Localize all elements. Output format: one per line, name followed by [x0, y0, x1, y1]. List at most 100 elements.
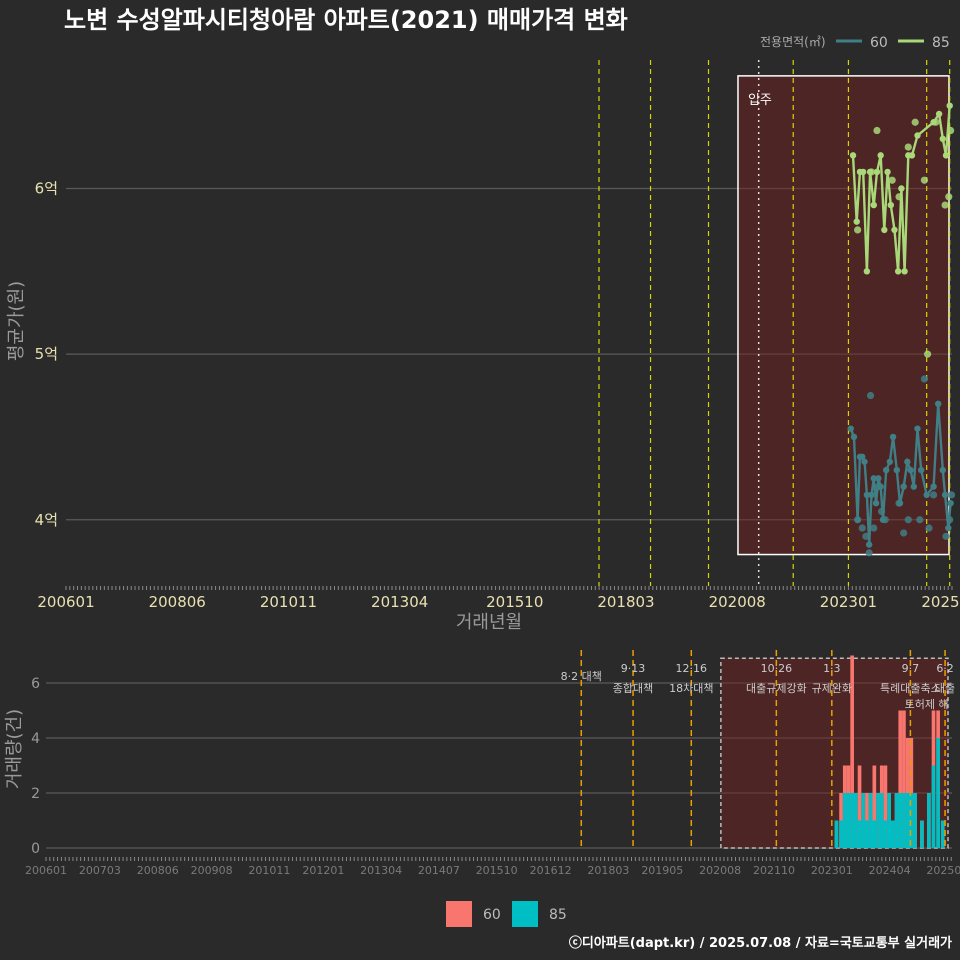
line-point-60 — [945, 524, 952, 532]
x-tick-label: 202008 — [709, 593, 766, 611]
bar-85 — [931, 765, 936, 848]
scatter-point-60 — [942, 532, 950, 540]
scatter-point-85 — [873, 126, 881, 135]
line-point-60 — [886, 458, 894, 465]
bar-60 — [898, 710, 903, 848]
bar-85 — [940, 820, 945, 848]
scatter-point-60 — [947, 491, 956, 499]
x-tick-label: 201304 — [360, 864, 402, 877]
policy-label-line1: 9·13 — [621, 662, 646, 675]
policy-label-line1: 9·7 — [902, 662, 920, 675]
scatter-point-60 — [916, 516, 924, 524]
legend-bottom-swatch-60 — [446, 901, 472, 927]
bar-60 — [883, 765, 888, 848]
line-point-60 — [923, 491, 930, 499]
scatter-point-85 — [920, 176, 928, 184]
line-point-60 — [850, 433, 858, 441]
line-point-60 — [877, 483, 884, 490]
line-point-60 — [870, 475, 877, 482]
x-tick-label: 201612 — [530, 864, 572, 877]
bar-85 — [842, 793, 847, 848]
legend-bottom-swatch-85 — [512, 901, 538, 927]
x-tick-label: 201201 — [302, 864, 344, 877]
policy-label-line2: 대출 — [935, 682, 955, 695]
line-point-60 — [879, 516, 887, 523]
line-point-60 — [859, 453, 866, 461]
bar-85 — [876, 793, 880, 848]
line-point-85 — [894, 268, 902, 275]
line-point-85 — [908, 152, 916, 159]
bar-85 — [898, 793, 903, 848]
line-point-60 — [907, 466, 914, 474]
bar-85 — [905, 793, 910, 848]
line-point-85 — [881, 226, 888, 234]
bar-85 — [854, 793, 858, 848]
line-point-85 — [853, 218, 860, 225]
legend-bottom: 60 85 — [446, 901, 567, 927]
y-tick-label: 0 — [31, 841, 40, 857]
policy-label-line1: 1·3 — [823, 662, 841, 675]
line-point-60 — [854, 516, 861, 523]
move-in-label: 입주 — [748, 93, 772, 108]
volume-chart: 0 2 4 6 8·2 대책 9·13 종합대책 12·16 18차대책 10·26 대출규제강화 1… — [4, 650, 960, 877]
x-tick-label: 202507 — [926, 864, 960, 877]
chart-title: 노변 수성알파시티청아람 아파트(2021) 매매가격 변화 — [64, 6, 628, 34]
y-tick-label: 6 — [31, 676, 40, 692]
bar-85 — [920, 820, 924, 848]
line-point-85 — [859, 168, 867, 176]
x-tick-label: 201011 — [248, 864, 290, 877]
line-point-85 — [942, 152, 950, 159]
x-tick-label: 200703 — [79, 864, 121, 877]
bar-85 — [839, 820, 843, 848]
bar-60 — [872, 765, 877, 848]
bar-60 — [857, 765, 862, 848]
bar-85 — [902, 793, 906, 848]
line-point-85 — [939, 135, 946, 143]
line-point-60 — [863, 491, 871, 499]
x-tick-label: 200908 — [191, 864, 233, 877]
scatter-point-85 — [904, 143, 912, 151]
legend-bottom-label-85: 85 — [549, 907, 567, 923]
y-axis-title: 평균가(원) — [6, 281, 27, 361]
y-tick-label: 6억 — [35, 180, 58, 198]
legend-title: 전용면적(㎡) — [760, 35, 826, 49]
x-tick-label: 201905 — [641, 864, 683, 877]
line-point-60 — [910, 483, 917, 490]
x-tick-label: 2025 — [921, 593, 959, 611]
scatter-point-60 — [904, 516, 912, 524]
x-tick-label: 201803 — [587, 864, 629, 877]
bar-85 — [872, 820, 877, 848]
line-point-85 — [946, 102, 953, 109]
bar-85 — [913, 793, 917, 848]
bar-85 — [834, 820, 839, 848]
x-tick-label: 202301 — [820, 593, 877, 611]
line-point-60 — [847, 425, 854, 432]
line-point-60 — [934, 400, 942, 408]
bar-85 — [883, 820, 888, 848]
scatter-point-85 — [888, 176, 896, 184]
line-point-60 — [896, 499, 904, 507]
scatter-point-85 — [911, 118, 919, 126]
scatter-point-60 — [858, 524, 866, 532]
line-point-60 — [941, 491, 949, 499]
legend-label-85: 85 — [932, 35, 950, 51]
line-point-60 — [872, 499, 880, 507]
line-point-85 — [873, 168, 881, 176]
policy-label-line1: 10·26 — [761, 662, 793, 675]
y-tick-label: 4 — [31, 731, 40, 747]
y-tick-label: 2 — [31, 786, 40, 802]
line-point-60 — [861, 458, 868, 465]
line-point-60 — [930, 483, 937, 490]
bar-85 — [927, 793, 931, 848]
x-tick-label: 201510 — [486, 593, 543, 611]
x-tick-label: 202110 — [753, 864, 795, 877]
x-tick-label: 200601 — [37, 593, 94, 611]
footer-credit: ⓒ디아파트(dapt.kr) / 2025.07.08 / 자료=국토교통부 실… — [569, 935, 952, 951]
scatter-point-60 — [925, 524, 933, 532]
line-point-60 — [914, 425, 921, 432]
bar-85 — [857, 820, 862, 848]
line-point-60 — [893, 466, 900, 474]
scatter-point-85 — [945, 193, 953, 201]
